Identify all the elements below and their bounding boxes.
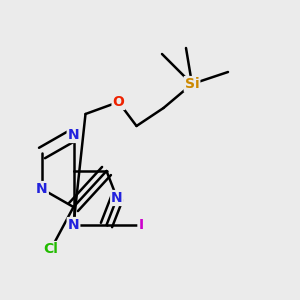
Text: Cl: Cl — [44, 242, 59, 256]
Text: N: N — [111, 191, 123, 205]
Text: I: I — [138, 218, 144, 232]
Text: N: N — [68, 128, 79, 142]
Text: O: O — [112, 95, 124, 109]
Text: N: N — [68, 218, 79, 232]
Text: Si: Si — [185, 77, 199, 91]
Text: N: N — [36, 182, 48, 196]
